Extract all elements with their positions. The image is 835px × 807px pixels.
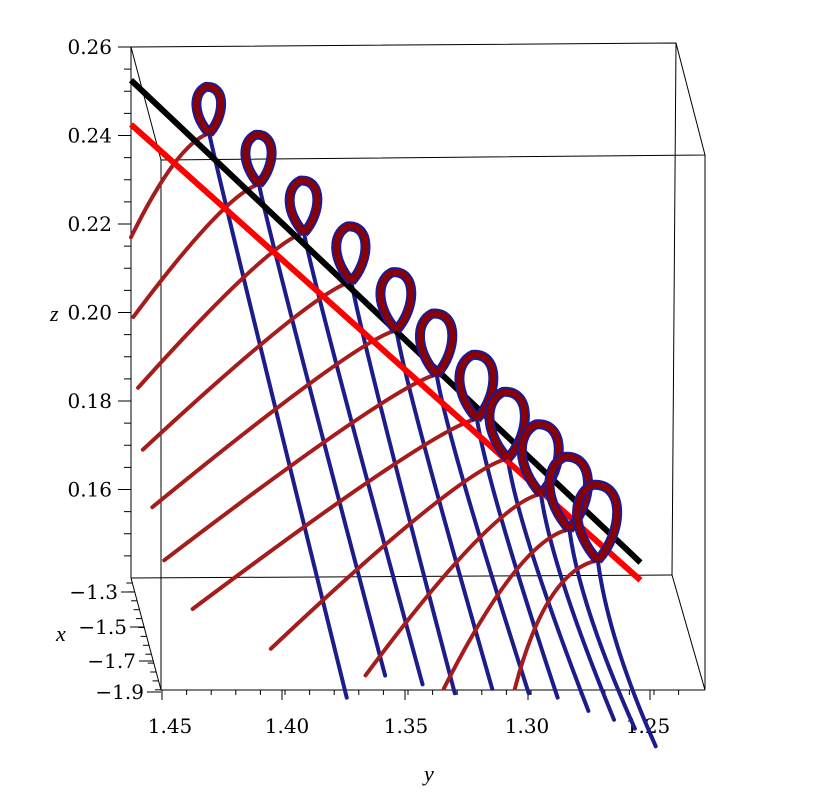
z-tick-label: 0.18 [67,389,112,413]
red-tail [363,491,543,678]
loop-curve [416,310,456,377]
red-tail [150,328,399,510]
loop-curve [546,453,591,532]
blue-tail [349,279,457,696]
z-tick-label: 0.26 [67,35,112,59]
loop-curve [193,83,225,136]
y-tick-label: 1.40 [265,714,310,738]
tail-curves [129,131,658,749]
z-tick-label: 0.24 [67,124,112,148]
z-tick-label: 0.20 [67,301,112,325]
loop-curves [191,81,623,564]
main-lines [128,78,643,583]
x-tick-label: −1.5 [78,615,127,639]
loop-curve [333,223,369,284]
blue-tail [505,456,591,713]
z-tick-label: 0.22 [67,212,112,236]
red-tail [190,416,479,611]
blue-tail [301,230,425,687]
red-tail [140,279,354,452]
red-line [128,122,643,583]
loop-curve [574,481,621,563]
blue-tail [538,491,617,722]
red-tail [512,558,600,691]
y-tick-label: 1.45 [148,714,193,738]
blue-tail [434,372,531,696]
x-tick-label: −1.7 [87,649,136,673]
red-tail [268,456,510,651]
blue-tail [595,558,658,749]
y-tick-label: 1.35 [384,714,429,738]
loop-curve [242,131,275,187]
blue-tail [394,328,495,691]
red-tail [131,182,261,319]
z-axis-label: z [49,301,59,326]
y-tick-label: 1.30 [505,714,550,738]
loop-curve [377,269,415,333]
red-tail [162,372,439,563]
x-tick-label: −1.3 [69,580,118,604]
y-axis-label: y [422,761,434,786]
x-tick-label: −1.9 [95,680,144,704]
z-tick-label: 0.16 [67,478,112,502]
red-tail [441,527,572,691]
blue-tail [567,527,637,731]
x-axis-label: x [55,621,66,646]
loop-curve [286,177,321,235]
loop-curve [456,351,497,421]
